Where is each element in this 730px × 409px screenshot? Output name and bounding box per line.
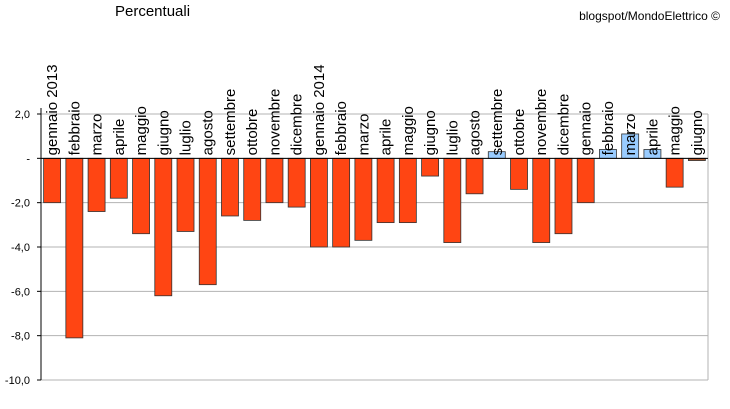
category-label: settembre bbox=[489, 89, 506, 156]
category-label: ottobre bbox=[511, 109, 528, 156]
bar bbox=[532, 157, 551, 243]
category-label: maggio bbox=[133, 106, 150, 155]
category-label: gennaio 2014 bbox=[311, 64, 328, 155]
y-tick-label: -6,0 bbox=[11, 286, 30, 298]
category-label: dicembre bbox=[289, 94, 306, 156]
category-label: febbraio bbox=[66, 101, 83, 155]
y-tick-label: - bbox=[26, 153, 30, 165]
y-tick-label: -8,0 bbox=[11, 331, 30, 343]
category-label: settembre bbox=[222, 89, 239, 156]
category-label: novembre bbox=[533, 89, 550, 156]
bar bbox=[576, 157, 595, 204]
category-label: dicembre bbox=[555, 94, 572, 156]
y-tick-label: -10,0 bbox=[5, 375, 30, 387]
category-label: aprile bbox=[644, 119, 661, 156]
bar bbox=[221, 157, 239, 217]
bar bbox=[265, 157, 284, 204]
bar bbox=[665, 157, 684, 188]
bar bbox=[198, 157, 217, 286]
category-label: maggio bbox=[400, 106, 417, 155]
bar bbox=[310, 157, 328, 248]
category-label: aprile bbox=[378, 119, 395, 156]
y-tick-label: -4,0 bbox=[11, 242, 30, 254]
category-label: aprile bbox=[111, 119, 128, 156]
bar bbox=[109, 157, 128, 199]
category-label: ottobre bbox=[244, 109, 261, 156]
category-label: novembre bbox=[266, 89, 283, 156]
category-label: agosto bbox=[200, 110, 217, 155]
category-label: marzo bbox=[622, 114, 639, 156]
category-label: luglio bbox=[444, 120, 461, 155]
bar bbox=[287, 157, 306, 208]
bar bbox=[554, 157, 573, 235]
bar bbox=[87, 157, 106, 212]
category-label: marzo bbox=[89, 114, 106, 156]
chart-title: Percentuali bbox=[115, 3, 191, 20]
category-label: agosto bbox=[467, 110, 484, 155]
category-label: maggio bbox=[667, 106, 684, 155]
category-label: febbraio bbox=[600, 101, 617, 155]
bar bbox=[176, 157, 195, 232]
bar bbox=[243, 157, 262, 221]
bar bbox=[510, 157, 528, 190]
bar bbox=[421, 157, 439, 177]
y-tick-label: -2,0 bbox=[11, 198, 30, 210]
credit-label: blogspot/MondoElettrico © bbox=[579, 9, 720, 23]
bar bbox=[332, 157, 351, 248]
category-label: febbraio bbox=[333, 101, 350, 155]
bar bbox=[154, 157, 173, 297]
category-label: luglio bbox=[178, 120, 195, 155]
bar bbox=[465, 157, 484, 195]
bar bbox=[354, 157, 373, 241]
bar bbox=[43, 157, 62, 204]
bar bbox=[443, 157, 462, 243]
category-label: giugno bbox=[422, 110, 439, 155]
category-label: gennaio 2013 bbox=[44, 64, 61, 155]
category-label: giugno bbox=[155, 110, 172, 155]
y-tick-label: 2,0 bbox=[15, 109, 30, 121]
bar bbox=[398, 157, 417, 224]
bar bbox=[65, 157, 84, 339]
bar bbox=[132, 157, 150, 235]
category-label: gennaio bbox=[578, 102, 595, 155]
bar bbox=[376, 157, 395, 224]
category-label: marzo bbox=[355, 114, 372, 156]
category-label: giugno bbox=[689, 110, 706, 155]
